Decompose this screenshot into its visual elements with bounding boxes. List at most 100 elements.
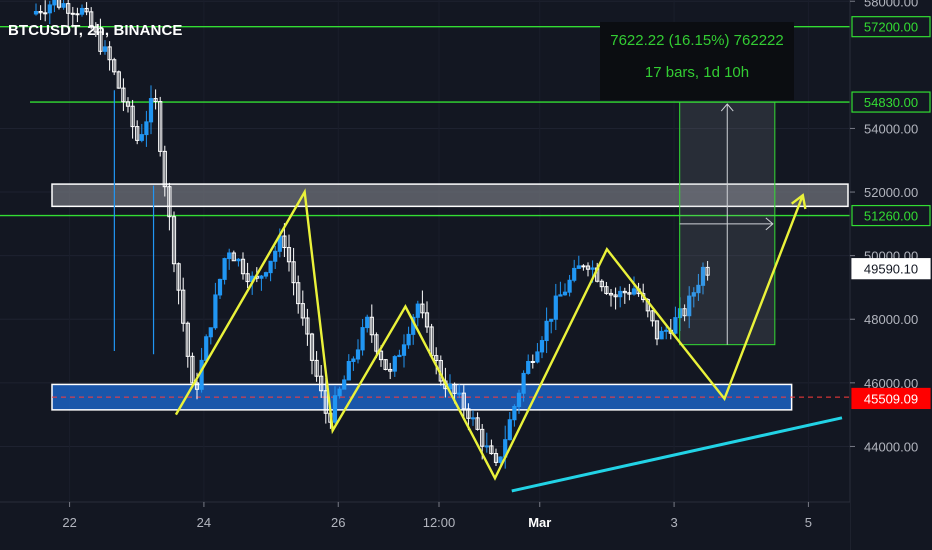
candle-body [535, 351, 540, 363]
price-label: 45509.09 [864, 391, 918, 406]
candle-body [194, 382, 200, 390]
candle-body [378, 350, 384, 361]
candle-body [512, 405, 517, 421]
price-label: 57200.00 [864, 20, 918, 35]
candle-body [346, 360, 351, 381]
candle-body [549, 318, 554, 322]
candle-body [700, 266, 706, 286]
measure-price-change: 7622.22 (16.15%) 762222 [610, 32, 784, 49]
candle-body [627, 292, 632, 295]
measure-arrowhead-right [765, 217, 774, 231]
time-axis-bg [0, 502, 850, 550]
candle-body [415, 303, 420, 318]
candle-body [604, 286, 609, 294]
candle-body [75, 13, 80, 16]
candle-body [383, 359, 388, 370]
candle-body [526, 360, 531, 374]
candle-body [314, 359, 319, 377]
candle-body [199, 359, 204, 390]
x-tick-label: 3 [670, 515, 677, 530]
candle-body [567, 279, 572, 293]
candle-body [148, 98, 154, 123]
candle-body [480, 428, 485, 447]
candle-body [457, 392, 462, 395]
candle-body [654, 320, 660, 340]
candle-body [282, 235, 287, 249]
candle-body [365, 316, 370, 329]
zigzag-pattern [174, 188, 804, 481]
candle-body [162, 150, 167, 188]
candle-body [581, 265, 586, 268]
trendline [511, 416, 843, 493]
zigzag-arrowhead [790, 193, 807, 210]
candle-body [342, 379, 347, 390]
candle-body [687, 295, 692, 317]
candle-body [102, 46, 108, 52]
price-label: 54830.00 [864, 95, 918, 110]
candle-body [452, 383, 457, 394]
candle-body [305, 317, 310, 335]
y-tick-label: 46000.00 [864, 376, 918, 391]
candle-body [558, 294, 563, 297]
candle-body [539, 340, 545, 353]
y-tick-label: 44000.00 [864, 439, 918, 454]
candle-body [70, 12, 75, 15]
candle-body [466, 408, 471, 419]
candle-body [650, 310, 655, 322]
price-label: 51260.00 [864, 209, 918, 224]
candle-body [93, 26, 98, 33]
candle-body [240, 258, 246, 275]
candle-body [268, 260, 273, 274]
candle-body [392, 356, 397, 372]
candle-body [116, 71, 121, 89]
candle-body [424, 312, 430, 328]
candle-body [659, 330, 664, 340]
candle-body [498, 456, 503, 463]
candle-body [622, 290, 627, 294]
candle-body [631, 288, 637, 295]
candle-body [56, 0, 62, 8]
candle-body [388, 368, 393, 372]
candle-body [562, 291, 568, 296]
x-tick-label: 24 [197, 515, 211, 530]
candle-body [319, 375, 324, 392]
candle-body [213, 294, 218, 329]
candle-body [190, 355, 195, 384]
candle-body [369, 316, 374, 336]
candle-body [682, 308, 687, 317]
candle-body [89, 11, 94, 28]
candle-body [291, 261, 296, 284]
candle-body [231, 252, 236, 262]
candle-body [112, 59, 117, 73]
candle-body [204, 336, 209, 361]
candle-body [135, 126, 140, 141]
candle-body [236, 258, 241, 262]
candle-body [208, 327, 213, 338]
price-label-box [851, 258, 931, 280]
candle-body [489, 445, 494, 455]
measure-bars-duration: 17 bars, 1d 10h [644, 64, 750, 81]
candle-body [705, 266, 710, 276]
price-label-box [851, 16, 931, 38]
candle-body [66, 3, 71, 14]
candle-body [470, 417, 476, 420]
candle-body [47, 4, 52, 14]
price-label-box [851, 91, 931, 113]
candle-body [406, 333, 411, 346]
chart-title: BTCUSDT, 2h, BINANCE [8, 22, 183, 39]
candle-body [43, 12, 48, 15]
candle-body [79, 7, 85, 15]
y-tick-label: 52000.00 [864, 185, 918, 200]
candle-body [599, 280, 604, 288]
candle-body [259, 275, 264, 279]
candle-body [530, 360, 535, 363]
candle-body [484, 445, 489, 448]
price-label-box [851, 204, 931, 227]
candle-body [185, 322, 190, 357]
candle-body [227, 252, 232, 260]
x-tick-label: 12:00 [423, 515, 456, 530]
candle-body [121, 87, 126, 103]
candle-body [222, 258, 227, 280]
candle-body [544, 320, 549, 342]
